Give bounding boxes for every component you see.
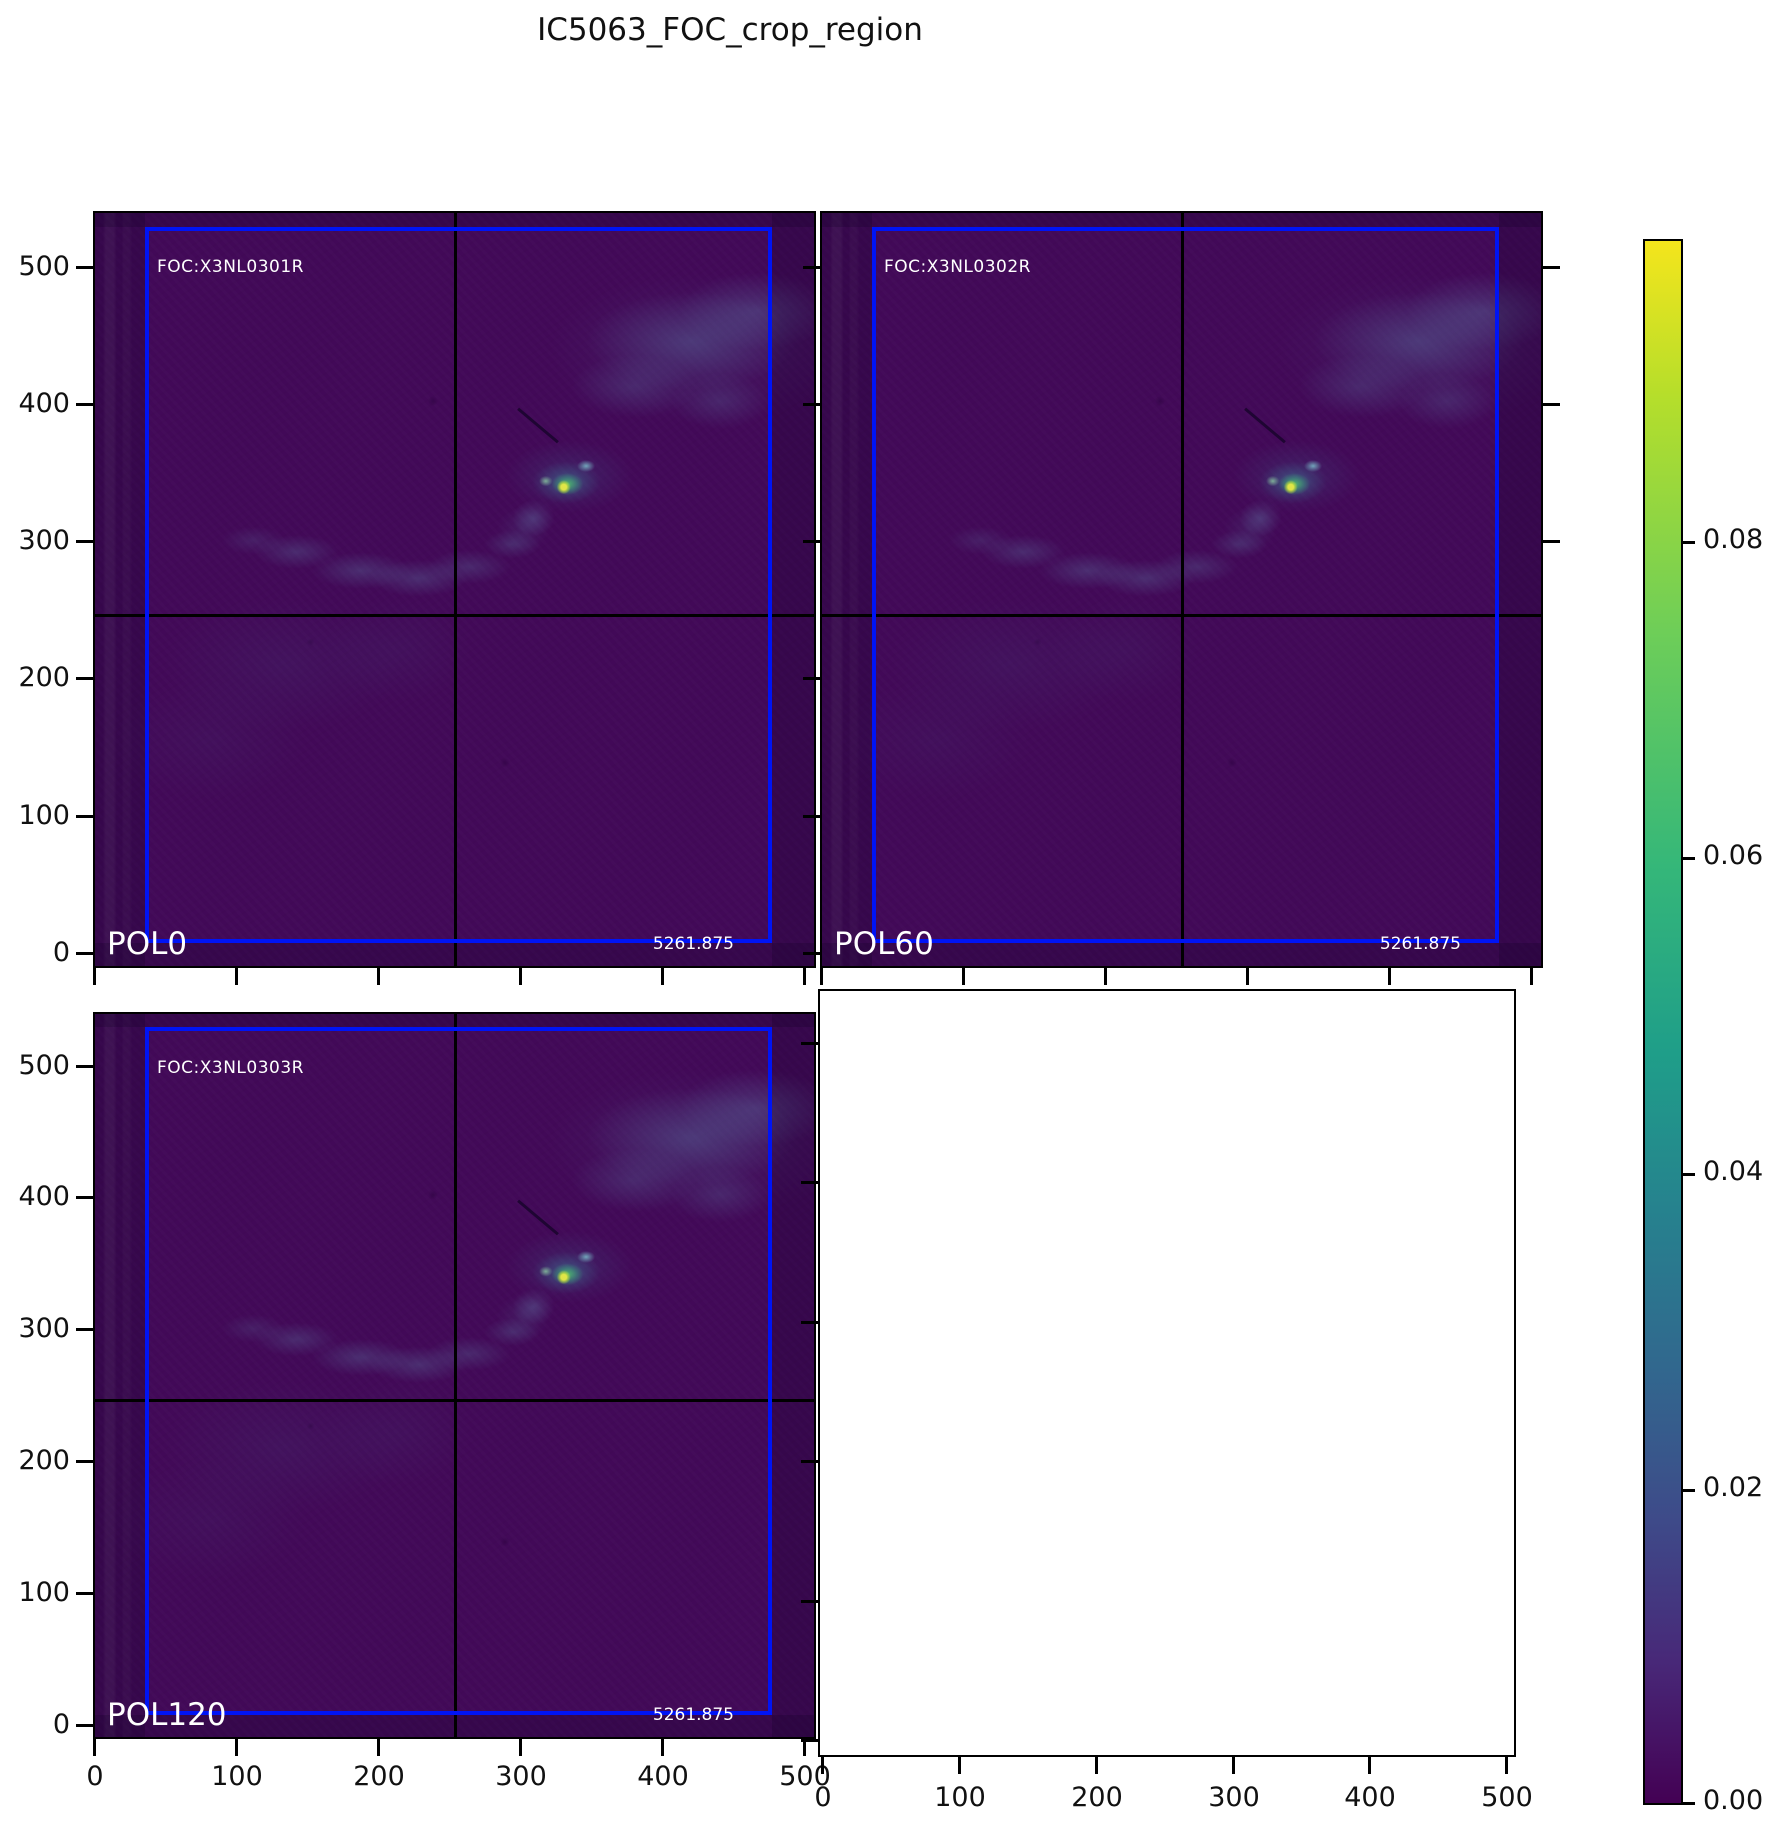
y-tick-label: 100 [18,1577,70,1608]
y-tick-label: 100 [18,800,70,831]
x-tick-label: 0 [86,1761,104,1792]
y-tick [76,815,93,818]
crop-region-box [872,227,1499,943]
x-tick-label: 400 [637,1761,689,1792]
colorbar-tick [1681,857,1695,860]
wavelength-label: 5261.875 [652,934,734,954]
crosshair-horizontal-line [95,614,814,617]
crosshair-vertical-line [1180,213,1184,966]
pol-angle-label: POL0 [107,926,188,962]
pol120-image: FOC:X3NL0303R POL120 5261.875 [95,1014,814,1737]
colorbar [1643,239,1695,1805]
x-tick-label: 100 [211,1761,263,1792]
colorbar-tick-label: 0.00 [1703,1785,1764,1816]
pol60-image: FOC:X3NL0302R POL60 5261.875 [822,213,1541,966]
x-tick [519,968,522,985]
exposure-id-label: FOC:X3NL0301R [157,257,304,277]
x-tick-label: 300 [495,1761,547,1792]
figure-title: IC5063_FOC_crop_region [537,12,923,48]
pol0-image: FOC:X3NL0301R POL0 5261.875 [95,213,814,966]
x-tick [235,968,238,985]
panel-pol60: FOC:X3NL0302R POL60 5261.875 [803,211,1560,985]
x-tick-label: 500 [1481,1782,1533,1813]
y-tick-label: 300 [18,1313,70,1344]
x-tick [803,968,806,985]
exposure-id-label: FOC:X3NL0303R [157,1058,304,1078]
x-tick-label: 300 [1208,1782,1260,1813]
y-tick-label: 400 [18,1181,70,1212]
y-tick [76,540,93,543]
colorbar-tick [1681,1802,1695,1805]
colorbar-tick [1681,1489,1695,1492]
y-tick-label: 300 [18,525,70,556]
panel-pol120: FOC:X3NL0303R POL120 5261.875 500 400 30… [18,1012,831,1792]
wavelength-label: 5261.875 [652,1705,734,1725]
pol-angle-label: POL60 [834,926,934,962]
y-tick [76,403,93,406]
colorbar-tick-label: 0.02 [1703,1472,1764,1503]
crop-region-box [145,227,772,943]
crosshair-vertical-line [453,1014,457,1737]
y-tick-label: 0 [52,1709,70,1740]
x-tick-label: 400 [1344,1782,1396,1813]
panel-empty: 0 100 200 300 400 500 [801,989,1533,1813]
y-tick-label: 0 [52,937,70,968]
crosshair-vertical-line [453,213,457,966]
x-tick [93,968,96,985]
y-tick-label: 200 [18,662,70,693]
y-tick [76,266,93,269]
x-tick-label: 200 [353,1761,405,1792]
x-tick-label: 0 [814,1782,832,1813]
colorbar-tick-label: 0.08 [1703,524,1764,555]
panel-pol0: FOC:X3NL0301R POL0 5261.875 500 400 300 … [18,211,816,985]
crop-region-box [145,1027,772,1715]
x-tick-label: 100 [934,1782,986,1813]
crosshair-horizontal-line [822,614,1541,617]
pol-angle-label: POL120 [107,1697,227,1733]
y-tick-label: 500 [18,1050,70,1081]
crosshair-horizontal-line [95,1399,814,1402]
exposure-id-label: FOC:X3NL0302R [884,257,1031,277]
y-tick [76,677,93,680]
y-tick [76,952,93,955]
x-tick [661,968,664,985]
x-tick [377,968,380,985]
wavelength-label: 5261.875 [1379,934,1461,954]
x-tick-label: 200 [1071,1782,1123,1813]
y-tick-label: 400 [18,388,70,419]
y-tick-label: 200 [18,1445,70,1476]
colorbar-tick [1681,541,1695,544]
colorbar-tick-label: 0.06 [1703,840,1764,871]
y-tick-label: 500 [18,251,70,282]
colorbar-tick-label: 0.04 [1703,1156,1764,1187]
colorbar-tick [1681,1173,1695,1176]
